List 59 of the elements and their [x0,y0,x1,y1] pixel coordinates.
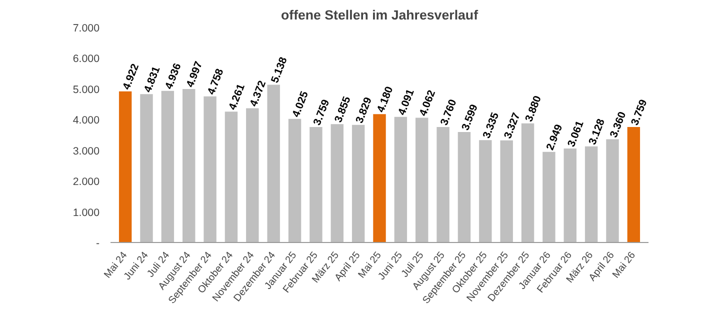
y-tick-label: 2.000 [72,176,100,188]
bar [140,94,153,242]
data-label: 3.335 [480,110,502,140]
data-label: 3.061 [565,119,586,149]
data-label: 2.949 [544,122,566,152]
y-tick-label: 7.000 [72,22,100,34]
data-label: 4.062 [417,88,438,118]
bar [394,116,408,242]
bar [161,90,174,242]
data-label: 3.360 [608,110,629,140]
bar [458,132,471,242]
data-label: 4.261 [226,82,248,112]
bar [436,127,450,242]
bar [204,96,216,242]
y-tick-label: - [96,238,100,250]
bar [627,127,640,242]
y-tick-label: 6.000 [72,53,100,66]
y-tick-label: 5.000 [72,84,100,96]
bar [542,152,556,242]
data-label: 3.759 [629,98,650,128]
data-label: 4.922 [120,62,142,92]
data-label: 3.855 [332,94,354,124]
data-label: 4.180 [374,84,396,114]
data-label: 4.025 [290,90,311,119]
bar [564,148,576,242]
data-label: 4.091 [396,88,417,117]
bar [606,139,619,242]
bar [310,127,322,242]
chart-title: offene Stellen im Jahresverlauf [280,8,479,22]
bar [224,112,238,242]
data-label: 4.936 [163,62,184,91]
bar [521,123,534,242]
data-label: 3.599 [460,102,480,132]
data-label: 5.138 [268,56,290,85]
bar [288,118,302,242]
bar [479,140,492,242]
bar [373,114,386,242]
bar [118,91,132,242]
y-tick-label: 1.000 [72,206,100,219]
data-label: 3.760 [438,98,460,128]
bar [500,140,513,242]
bar [182,89,196,242]
data-label: 4.758 [205,67,226,96]
data-label: 3.829 [354,96,375,125]
bar [246,108,259,242]
data-label: 3.128 [586,117,608,147]
data-label: 3.327 [502,111,523,140]
bar [267,84,280,242]
data-label: 4.997 [184,60,206,90]
y-tick-label: 4.000 [72,114,100,127]
data-label: 3.880 [523,94,544,124]
data-label: 3.759 [311,98,332,128]
data-label: 4.372 [248,79,269,108]
data-label: 4.831 [142,64,163,94]
bar [352,124,365,242]
bar [584,146,598,242]
y-tick-label: 3.000 [72,145,100,158]
bar [330,124,344,242]
bar [416,118,428,242]
